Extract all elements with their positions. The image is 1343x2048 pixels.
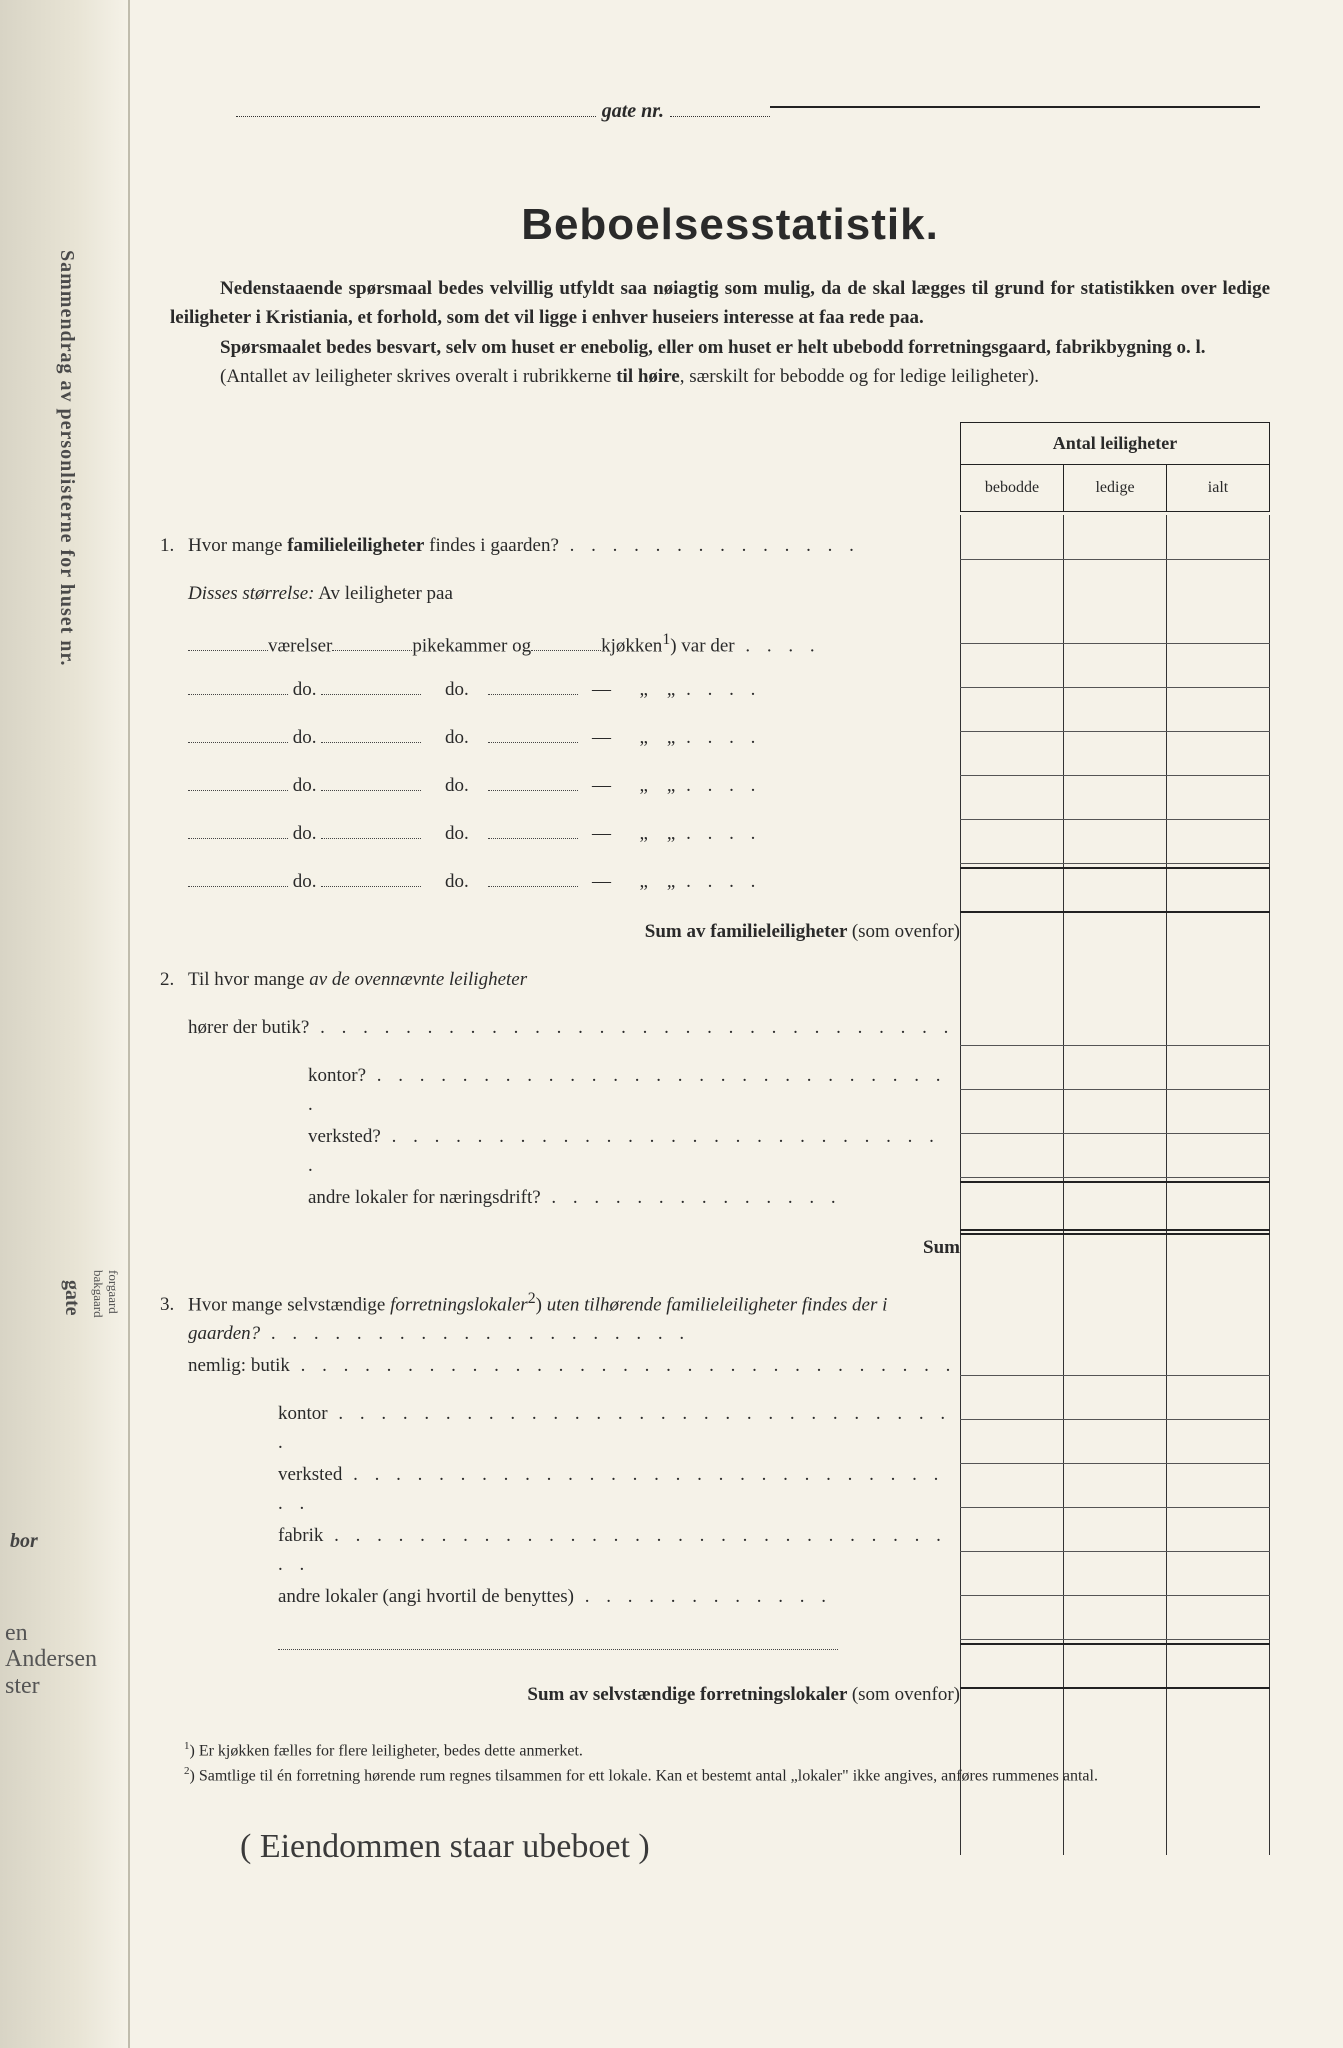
q3-nemlig: nemlig: butik . . . . . . . . . . . . . …: [188, 1352, 1300, 1381]
sidebar-vertical-title: Sammendrag av personlisterne for huset n…: [55, 250, 78, 666]
q1-subtitle: Disses størrelse: Av leiligheter paa: [188, 580, 1300, 609]
page-title: Beboelsesstatistik.: [160, 200, 1300, 250]
gate-label: gate nr.: [602, 100, 664, 122]
header-gate-line: gate nr.: [236, 100, 1260, 123]
q1-do-row-3: do. do. — „ „ . . . .: [188, 772, 1300, 801]
q3-r3: verksted . . . . . . . . . . . . . . . .…: [188, 1461, 1300, 1518]
margin-handwriting: en Andersen ster: [5, 1620, 97, 1699]
q1-do-row-5: do. do. — „ „ . . . .: [188, 868, 1300, 897]
q1-do-row-2: do. do. — „ „ . . . .: [188, 724, 1300, 753]
questions-block: 1. Hvor mange familieleiligheter findes …: [160, 422, 1300, 1710]
q2-r4: andre lokaler for næringsdrift? . . . . …: [188, 1184, 1300, 1213]
q3-sum: Sum av selvstændige forretningslokaler (…: [160, 1681, 1300, 1710]
q2-number: 2.: [160, 966, 188, 995]
q1-size-row-1: værelserpikekammer ogkjøkken1) var der .…: [188, 628, 1300, 661]
q3-blank-row: [188, 1631, 1300, 1660]
sidebar-vertical-gate: gate: [60, 1280, 83, 1316]
margin-label-bor: bor: [10, 1530, 38, 1553]
q2-text: Til hvor mange av de ovennævnte leilighe…: [188, 966, 1300, 995]
margin-script-3: ster: [5, 1673, 40, 1699]
q3-r4: fabrik . . . . . . . . . . . . . . . . .…: [188, 1522, 1300, 1579]
q1-number: 1.: [160, 532, 188, 561]
q3-number: 3.: [160, 1291, 188, 1320]
q1-text: Hvor mange familieleiligheter findes i g…: [188, 532, 1300, 561]
sidebar-bakgaard: bakgaard: [90, 1270, 106, 1318]
q1-do-row-4: do. do. — „ „ . . . .: [188, 820, 1300, 849]
q3-r5: andre lokaler (angi hvortil de benyttes)…: [188, 1583, 1300, 1612]
form-area: Antal leiligheter bebodde ledige ialt: [160, 422, 1300, 1866]
q2-r2: kontor? . . . . . . . . . . . . . . . . …: [188, 1062, 1300, 1119]
q3-text: Hvor mange selvstændige forretningslokal…: [188, 1287, 1300, 1348]
intro-paragraphs: Nedenstaaende spørsmaal bedes velvillig …: [170, 274, 1270, 392]
margin-script-2: Andersen: [5, 1646, 97, 1672]
q3-r2: kontor . . . . . . . . . . . . . . . . .…: [188, 1400, 1300, 1457]
sidebar-forgaard: forgaard: [105, 1270, 121, 1314]
q1-sum: Sum av familieleiligheter (som ovenfor): [160, 918, 1300, 947]
main-content: gate nr. Beboelsesstatistik. Nedenstaaen…: [160, 120, 1300, 1866]
q2-r1: hører der butik? . . . . . . . . . . . .…: [188, 1014, 1300, 1043]
q1-do-row-1: do. do. — „ „ . . . .: [188, 676, 1300, 705]
q2-r3: verksted? . . . . . . . . . . . . . . . …: [188, 1123, 1300, 1180]
q2-sum: Sum: [160, 1234, 1300, 1263]
margin-script-1: en: [5, 1620, 28, 1646]
